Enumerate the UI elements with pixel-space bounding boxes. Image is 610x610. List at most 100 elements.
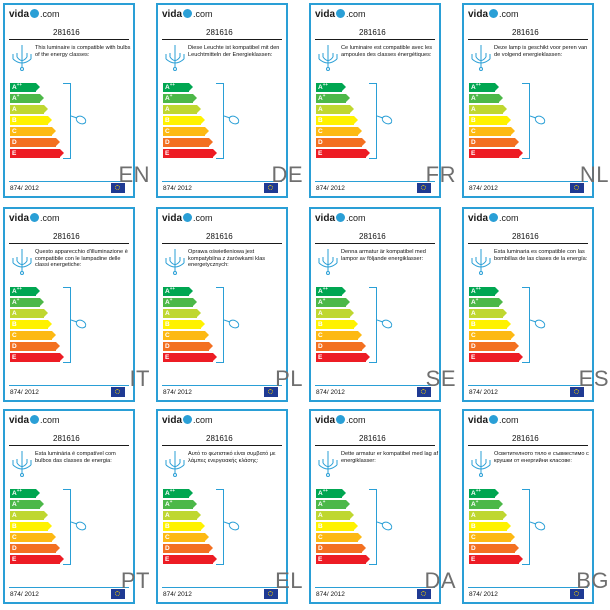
header-divider [162,445,282,446]
energy-class-bar-arrow [193,94,197,102]
energy-class-bar-arrow [209,138,213,146]
regulation-number: 874/ 2012 [163,185,192,192]
energy-class-plus: ++ [169,488,175,493]
energy-label-cell-se: vida .com 281616 Denna armatur är kompati… [306,206,456,406]
brand-suffix: .com [499,213,519,223]
brand-logo: vida .com [9,213,60,227]
energy-class-bar-arrow [507,522,511,530]
energy-class-scale: A++ A+ A B C D E [469,488,529,569]
energy-class-letter: B [165,321,170,328]
header-divider [9,39,129,40]
energy-class-bar-arrow [358,127,362,135]
footer-divider [162,181,282,182]
energy-class-bar: D [163,342,213,351]
brand-name: vida [9,9,30,20]
energy-class-plus: + [475,93,479,98]
brand-suffix: .com [499,9,519,19]
brand-logo: vida .com [315,9,366,23]
energy-class-bar: C [163,127,209,136]
energy-class-plus: + [169,297,173,302]
footer-divider [162,587,282,588]
energy-class-letter: A [318,288,323,295]
energy-class-bar-arrow [56,342,60,350]
energy-class-bar-arrow [52,331,56,339]
energy-class-letter: C [12,128,17,135]
energy-class-letter: A [318,299,323,306]
regulation-number: 874/ 2012 [10,389,39,396]
regulation-number: 874/ 2012 [316,185,345,192]
energy-class-bar-arrow [205,533,209,541]
energy-class-bar-arrow [209,544,213,552]
regulation-number: 874/ 2012 [10,591,39,598]
energy-class-letter: B [12,523,17,530]
energy-class-bar: B [10,320,52,329]
chandelier-icon [11,45,33,75]
energy-class-bar-arrow [52,127,56,135]
energy-class-bar-arrow [354,320,358,328]
compatibility-text: Dette armatur er kompatibel med lag af e… [341,451,439,464]
energy-class-letter: D [318,545,323,552]
energy-class-letter: E [12,150,17,157]
energy-class-bar: E [163,353,217,362]
energy-class-letter: A [165,501,170,508]
energy-class-bar: C [469,331,515,340]
energy-class-bar: B [163,522,205,531]
energy-class-letter: A [165,106,170,113]
energy-class-bar-arrow [209,342,213,350]
energy-class-letter: D [471,139,476,146]
energy-class-bar: A++ [469,82,499,92]
eu-flag-icon [264,183,278,193]
energy-class-letter: B [471,523,476,530]
energy-label-card: vida .com 281616 Esta luminaria es compat… [462,207,594,402]
energy-class-letter: D [12,343,17,350]
brand-suffix: .com [346,415,366,425]
energy-class-bar: E [163,149,217,158]
energy-class-letter: B [471,117,476,124]
bulb-icon [70,112,89,125]
energy-class-bar-arrow [48,320,52,328]
energy-class-bar: B [163,116,205,125]
brand-logo: vida .com [468,213,519,227]
energy-class-bar: A [469,105,507,114]
regulation-number: 874/ 2012 [163,389,192,396]
compatibility-bracket [216,489,224,565]
energy-class-bar: E [469,149,523,158]
product-code: 281616 [512,28,539,37]
energy-class-bar: A+ [469,93,503,103]
chandelier-icon [470,451,492,481]
brand-name: vida [468,213,489,224]
energy-label-cell-pl: vida .com 281616 Oprawa oświetleniowa jes… [153,206,303,406]
energy-class-bar-arrow [52,533,56,541]
energy-class-bar-arrow [519,149,523,157]
energy-class-letter: B [165,523,170,530]
energy-class-bar-arrow [519,353,523,361]
compatibility-text: Esta luminaria es compatible con las bom… [494,249,588,262]
language-code: PT [120,568,150,593]
energy-class-bar-arrow [36,83,40,91]
energy-class-bar-arrow [56,138,60,146]
bulb-icon [529,112,548,125]
bulb-icon [376,316,395,329]
energy-class-letter: A [12,512,17,519]
product-code: 281616 [512,434,539,443]
compatibility-text: Oprawa oświetleniowa jest kompatybilna z… [188,249,266,269]
language-code: EL [275,568,303,593]
energy-class-letter: D [165,139,170,146]
language-code: SE [425,366,456,391]
energy-class-letter: C [318,332,323,339]
energy-class-letter: A [12,95,17,102]
compatibility-bracket [63,287,71,363]
brand-dot-icon [183,213,193,222]
footer-divider [315,181,435,182]
energy-class-bar-arrow [189,83,193,91]
footer-divider [9,181,129,182]
energy-class-letter: A [318,512,323,519]
brand-logo: vida .com [162,415,213,429]
energy-class-bar-arrow [511,331,515,339]
energy-class-bar: C [469,533,515,542]
energy-class-bar-arrow [213,555,217,563]
energy-class-bar: C [316,331,362,340]
energy-class-bar-arrow [44,309,48,317]
energy-class-bar-arrow [519,555,523,563]
energy-label-cell-en: vida .com 281616 This luminaire is compat… [0,2,150,202]
